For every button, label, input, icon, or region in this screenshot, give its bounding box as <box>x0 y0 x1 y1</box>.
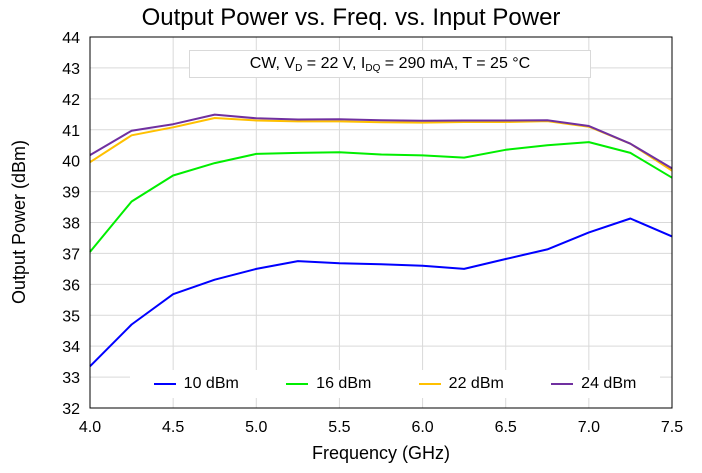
x-tick-label: 4.5 <box>162 419 184 436</box>
x-axis-ticks: 4.0 4.5 5.0 5.5 6.0 6.5 7.0 7.5 <box>79 419 683 436</box>
y-tick-label: 43 <box>62 61 80 78</box>
y-tick-label: 32 <box>62 401 80 418</box>
legend-swatch <box>418 383 441 385</box>
annotation-idq-subscript: DQ <box>365 63 381 74</box>
x-tick-label: 5.5 <box>328 419 350 436</box>
conditions-annotation: CW, VD = 22 V, IDQ = 290 mA, T = 25 °C <box>189 50 591 78</box>
x-tick-label: 6.0 <box>411 419 433 436</box>
y-tick-label: 40 <box>62 154 80 171</box>
y-axis-ticks: 32 33 34 35 36 37 38 39 40 41 42 43 44 <box>62 30 80 418</box>
series-line-24-dbm <box>89 113 673 170</box>
series-line-16-dbm <box>89 141 673 253</box>
x-tick-label: 7.5 <box>661 419 683 436</box>
series-line-10-dbm <box>89 217 673 368</box>
legend-swatch <box>286 383 309 385</box>
y-tick-label: 33 <box>62 370 80 387</box>
series-lines <box>89 113 673 368</box>
y-tick-label: 42 <box>62 92 80 109</box>
grid-lines <box>89 36 673 409</box>
legend-label: 24 dBm <box>581 375 637 392</box>
legend-label: 10 dBm <box>183 375 239 392</box>
annotation-prefix: CW, V <box>249 55 296 72</box>
x-tick-label: 5.0 <box>245 419 267 436</box>
legend-label: 22 dBm <box>448 375 504 392</box>
y-tick-label: 34 <box>62 339 80 356</box>
y-axis-label: Output Power (dBm) <box>9 139 29 305</box>
legend: 10 dBm 16 dBm 22 dBm 24 dBm <box>130 370 660 398</box>
y-tick-label: 41 <box>62 123 80 140</box>
legend-swatch <box>153 383 176 385</box>
legend-item: 22 dBm <box>418 375 504 393</box>
annotation-suffix: = 290 mA, T = 25 °C <box>380 55 531 72</box>
y-tick-label: 38 <box>62 216 80 233</box>
x-axis-label: Frequency (GHz) <box>311 443 451 463</box>
y-tick-label: 36 <box>62 277 80 294</box>
y-tick-label: 39 <box>62 185 80 202</box>
y-tick-label: 44 <box>62 30 80 47</box>
y-tick-label: 35 <box>62 308 80 325</box>
plot-frame <box>89 36 673 409</box>
annotation-mid: = 22 V, I <box>302 55 366 72</box>
legend-swatch <box>551 383 574 385</box>
legend-item: 10 dBm <box>153 375 239 393</box>
legend-label: 16 dBm <box>316 375 372 392</box>
x-tick-label: 6.5 <box>495 419 517 436</box>
x-tick-label: 4.0 <box>79 419 101 436</box>
legend-item: 16 dBm <box>286 375 371 393</box>
x-tick-label: 7.0 <box>578 419 600 436</box>
chart-title: Output Power vs. Freq. vs. Input Power <box>141 4 561 31</box>
legend-item: 24 dBm <box>551 375 636 393</box>
annotation-vd-subscript: D <box>295 63 303 74</box>
y-tick-label: 37 <box>62 246 80 263</box>
